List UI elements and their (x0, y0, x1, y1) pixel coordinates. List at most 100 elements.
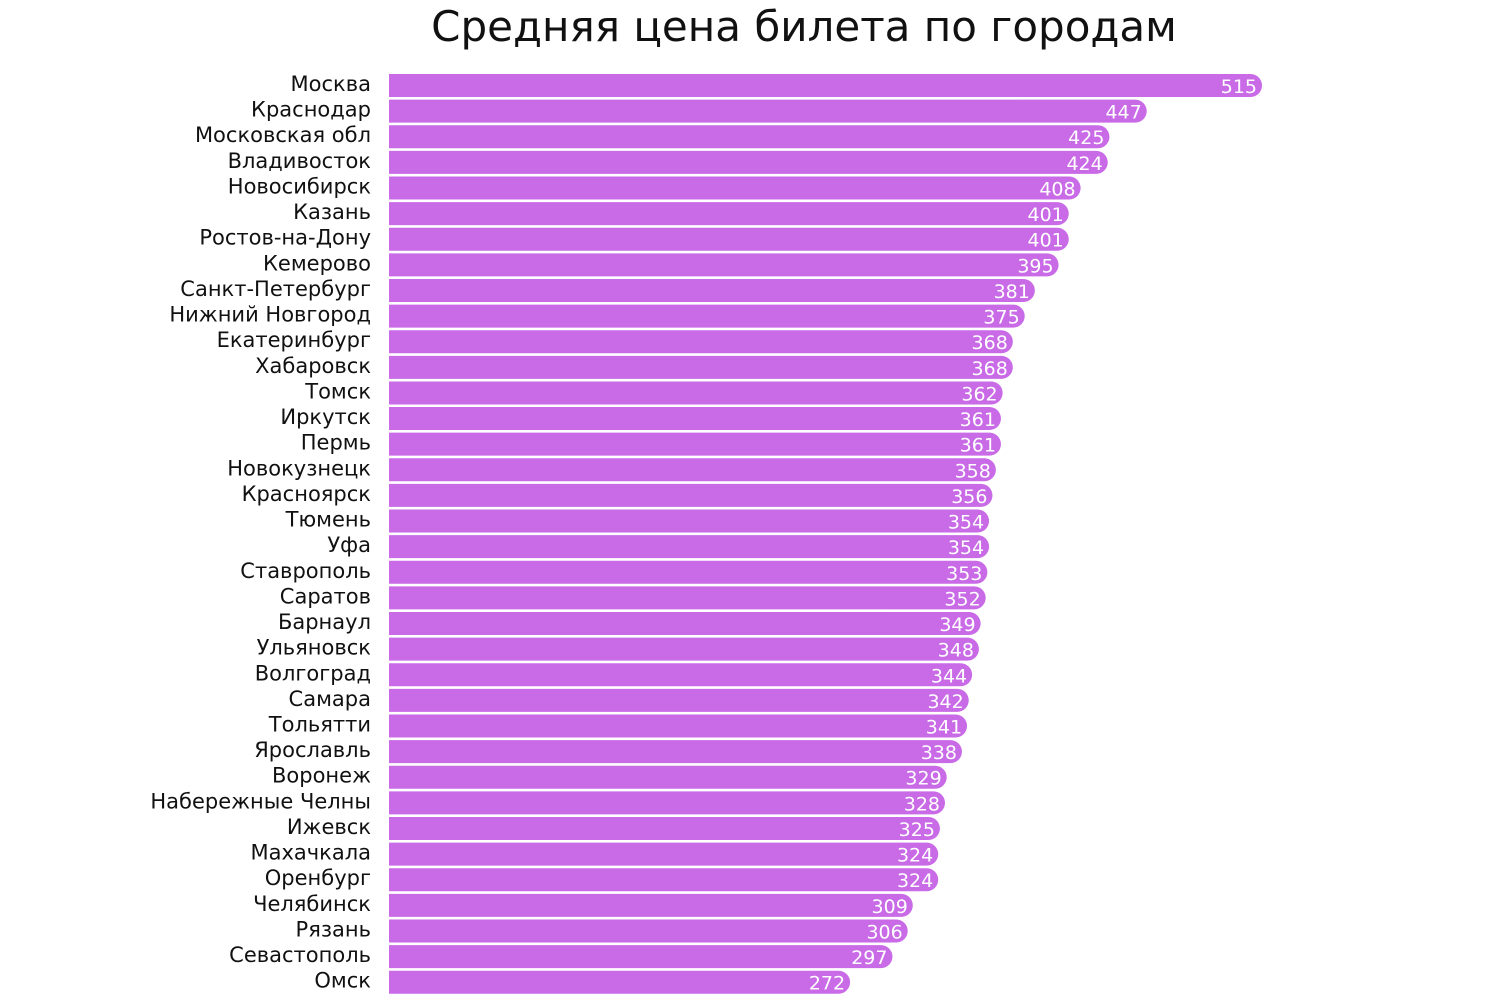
value-label: 309 (872, 896, 908, 918)
value-label: 401 (1027, 204, 1063, 226)
category-label: Саратов (280, 584, 371, 608)
category-label: Новокузнецк (227, 456, 371, 480)
category-label: Ставрополь (240, 559, 371, 583)
category-label: Московская обл (195, 123, 371, 147)
bar (389, 740, 962, 764)
category-label: Москва (291, 72, 371, 96)
value-label: 447 (1105, 102, 1141, 124)
bar (389, 535, 990, 559)
value-label: 395 (1017, 255, 1053, 277)
bar (389, 816, 940, 840)
category-label: Ульяновск (257, 636, 371, 660)
bar (389, 714, 968, 738)
bar (389, 586, 986, 610)
value-label: 272 (809, 973, 845, 995)
bar (389, 509, 990, 533)
chart-title: Средняя цена билета по городам (431, 2, 1177, 51)
category-label: Кемерово (263, 251, 371, 275)
bar (389, 560, 988, 584)
bar (389, 407, 1001, 431)
value-label: 306 (866, 921, 902, 943)
category-label: Барнаул (278, 610, 371, 634)
category-label: Ярославль (254, 738, 371, 762)
category-label: Тюмень (285, 508, 371, 532)
category-label: Краснодар (251, 98, 371, 122)
category-label: Нижний Новгород (169, 303, 371, 327)
bar (389, 765, 947, 789)
value-label: 329 (905, 768, 941, 790)
bar (389, 893, 913, 917)
bar (389, 355, 1013, 379)
value-label: 358 (955, 460, 991, 482)
value-label: 515 (1221, 76, 1257, 98)
value-label: 408 (1039, 178, 1075, 200)
value-label: 401 (1027, 230, 1063, 252)
bar (389, 868, 939, 892)
bar (389, 176, 1081, 200)
value-label: 324 (897, 870, 933, 892)
bar (389, 612, 981, 636)
bar (389, 842, 939, 866)
bar (389, 74, 1262, 97)
bar (389, 791, 946, 815)
bar (389, 945, 893, 969)
bar (389, 970, 851, 994)
category-label: Ижевск (287, 815, 371, 839)
value-label: 368 (972, 332, 1008, 354)
value-label: 324 (897, 845, 933, 867)
value-label: 352 (944, 588, 980, 610)
bar (389, 330, 1013, 354)
category-label: Набережные Челны (150, 789, 371, 813)
value-label: 375 (983, 307, 1019, 329)
value-label: 425 (1068, 127, 1104, 149)
category-label: Санкт-Петербург (180, 277, 371, 301)
bar (389, 637, 979, 661)
category-label: Новосибирск (228, 174, 371, 198)
category-label: Омск (314, 969, 371, 993)
value-label: 341 (926, 717, 962, 739)
category-label: Пермь (301, 431, 371, 455)
value-label: 348 (938, 640, 974, 662)
bar (389, 432, 1001, 456)
bar (389, 278, 1035, 302)
bar (389, 99, 1147, 123)
value-label: 344 (931, 665, 967, 687)
category-label: Ростов-на-Дону (199, 226, 371, 250)
category-label: Тольятти (268, 713, 371, 737)
value-label: 297 (851, 947, 887, 969)
category-label: Казань (293, 200, 371, 224)
category-label: Рязань (296, 917, 371, 941)
category-label: Оренбург (265, 866, 371, 890)
value-label: 356 (951, 486, 987, 508)
category-label: Самара (289, 687, 371, 711)
bar (389, 919, 908, 943)
category-label: Владивосток (228, 149, 371, 173)
category-label: Воронеж (272, 764, 371, 788)
bar (389, 253, 1059, 277)
value-label: 349 (939, 614, 975, 636)
bar (389, 227, 1069, 251)
value-label: 338 (921, 742, 957, 764)
value-label: 342 (927, 691, 963, 713)
value-label: 381 (994, 281, 1030, 303)
value-label: 424 (1066, 153, 1102, 175)
category-label: Красноярск (242, 482, 371, 506)
bar (389, 483, 993, 507)
value-label: 368 (972, 358, 1008, 380)
value-label: 353 (946, 563, 982, 585)
value-label: 354 (948, 537, 984, 559)
category-label: Томск (304, 379, 371, 403)
category-label: Севастополь (229, 943, 371, 967)
bar (389, 304, 1025, 328)
category-label: Волгоград (255, 661, 371, 685)
category-label: Екатеринбург (217, 328, 371, 352)
category-label: Хабаровск (255, 354, 371, 378)
category-label: Челябинск (253, 892, 371, 916)
value-label: 328 (904, 793, 940, 815)
category-label: Махачкала (250, 841, 371, 865)
bar (389, 202, 1069, 226)
value-label: 362 (961, 383, 997, 405)
bar (389, 381, 1003, 405)
bar (389, 663, 973, 687)
